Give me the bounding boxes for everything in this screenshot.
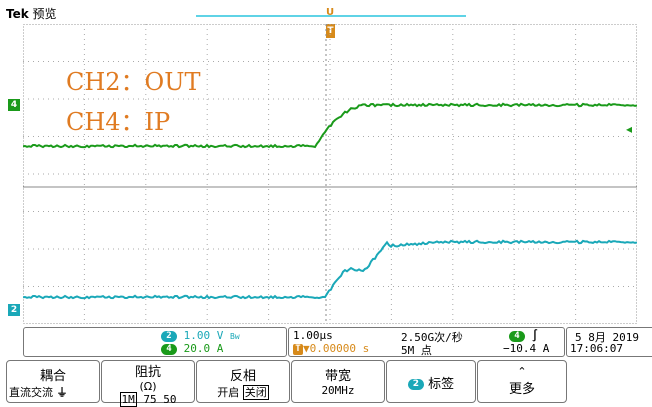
ch2-badge: 2 <box>161 330 177 342</box>
coupling-title: 耦合 <box>39 369 66 384</box>
timebase-trigger-readout[interactable]: 1.00µs T ▼0.00000 s 2.50G次/秒 5M 点 4 ∫ −10… <box>288 327 565 357</box>
time-per-div: 1.00µs <box>293 329 333 342</box>
scope-graticule <box>23 24 637 324</box>
trigger-source-badge: 4 <box>509 330 525 342</box>
impedance-50: 50 <box>163 393 177 406</box>
ch4-annotation: CH4：IP <box>66 108 171 136</box>
ch2-annotation: CH2：OUT <box>66 68 201 96</box>
sample-rate: 2.50G次/秒 <box>401 331 463 344</box>
more-button[interactable]: ⌃ 更多 <box>477 360 567 403</box>
impedance-unit: (Ω) <box>139 380 157 393</box>
grid-center-cross <box>23 24 637 324</box>
ch4-scale: 20.0 A <box>183 342 224 355</box>
impedance-1m: 1M <box>119 392 137 407</box>
channel-menu: 耦合 直流交流 ⏚ 阻抗 (Ω) 1M 75 50 反相 开启 关闭 带宽 20… <box>0 358 652 407</box>
label-text: 标签 <box>428 377 455 392</box>
record-view-bar <box>196 15 466 17</box>
trigger-marker-icon[interactable]: T <box>326 24 335 38</box>
label-button[interactable]: 2 标签 <box>386 360 476 403</box>
impedance-button[interactable]: 阻抗 (Ω) 1M 75 50 <box>101 360 195 407</box>
trigger-level: −10.4 A <box>503 342 550 355</box>
invert-off: 关闭 <box>242 385 269 400</box>
invert-button[interactable]: 反相 开启 关闭 <box>196 360 290 403</box>
more-arrow-icon: ⌃ <box>517 365 527 378</box>
label-ch2-badge: 2 <box>407 379 424 390</box>
trigger-time-icon: T <box>293 343 303 355</box>
invert-title: 反相 <box>229 369 256 384</box>
bandwidth-button[interactable]: 带宽 20MHz <box>291 360 385 403</box>
trigger-delay: ▼0.00000 s <box>303 342 370 355</box>
brand-logo-text: Tek <box>6 7 29 21</box>
ground-icon: ⏚ <box>56 386 68 399</box>
time: 17:06:07 <box>570 342 623 355</box>
ch4-badge: 4 <box>161 343 177 355</box>
status-bar: 2 1.00 V Bᴡ 4 20.0 A 1.00µs T ▼0.00000 s … <box>23 327 652 357</box>
impedance-75: 75 <box>143 393 157 406</box>
grid-lines <box>23 24 637 324</box>
coupling-button[interactable]: 耦合 直流交流 ⏚ <box>6 360 100 403</box>
trigger-position-indicator: U <box>326 7 335 18</box>
brand-title: Tek 预览 <box>6 5 57 22</box>
bandwidth-limit-icon: Bᴡ <box>230 332 240 341</box>
coupling-options: 直流交流 <box>9 386 53 399</box>
impedance-title: 阻抗 <box>134 365 161 380</box>
bandwidth-title: 带宽 <box>324 369 351 384</box>
trigger-level-arrow-icon[interactable]: ◂ <box>626 122 633 136</box>
trigger-slope-icon: ∫ <box>531 329 539 342</box>
bandwidth-value: 20MHz <box>321 384 355 397</box>
top-bar: Tek 预览 U <box>0 0 652 24</box>
more-text: 更多 <box>508 382 535 397</box>
ch2-waveform <box>23 239 637 300</box>
invert-on: 开启 <box>217 386 240 399</box>
ch4-waveform <box>23 102 637 149</box>
ch4-marker-icon[interactable]: 4 <box>8 99 20 111</box>
mode-label: 预览 <box>32 7 57 21</box>
record-length: 5M 点 <box>401 344 432 357</box>
ch2-scale: 1.00 V <box>183 329 224 342</box>
vertical-scale-readout[interactable]: 2 1.00 V Bᴡ 4 20.0 A <box>23 327 287 357</box>
datetime-readout: 5 8月 2019 17:06:07 <box>566 327 652 357</box>
ch2-marker-icon[interactable]: 2 <box>8 304 20 316</box>
date: 5 8月 2019 <box>575 331 639 344</box>
